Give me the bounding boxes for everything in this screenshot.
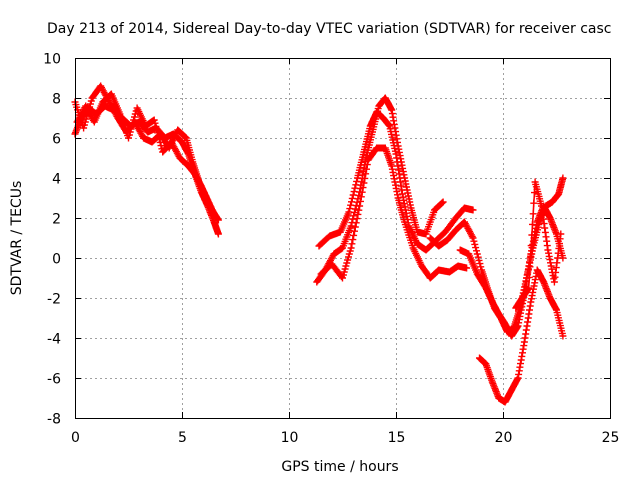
series-track-4: [313, 94, 447, 286]
y-tick-label: -2: [47, 292, 61, 308]
y-tick-label: -8: [47, 412, 61, 428]
y-tick-label: 0: [52, 252, 61, 268]
series-track-8: [456, 202, 567, 340]
y-tick-label: 2: [52, 212, 61, 228]
x-tick-label: 10: [281, 430, 299, 446]
x-tick-labels: 0 5 10 15 20 25: [71, 430, 619, 446]
x-tick-label: 5: [178, 430, 187, 446]
plus-point-markers: [317, 144, 471, 282]
y-tick-label: 8: [52, 92, 61, 108]
y-tick-label: 6: [52, 132, 61, 148]
plus-point-markers: [313, 94, 447, 286]
plus-point-markers: [512, 178, 565, 312]
data-series: [71, 82, 567, 406]
plus-point-markers: [456, 202, 567, 340]
plus-point-markers: [476, 266, 567, 406]
chart-title: Day 213 of 2014, Sidereal Day-to-day VTE…: [47, 21, 611, 37]
y-tick-label: -4: [47, 332, 61, 348]
y-axis-title: SDTVAR / TECUs: [9, 181, 25, 296]
y-tick-label: 4: [52, 172, 61, 188]
series-line: [320, 147, 468, 279]
series-track-2: [71, 82, 222, 224]
series-line: [74, 85, 220, 221]
y-tick-label: -6: [47, 372, 61, 388]
series-track-5: [315, 108, 477, 254]
x-axis-title: GPS time / hours: [281, 459, 398, 475]
y-tick-labels: -8 -6 -4 -2 0 2 4 6 8 10: [43, 52, 61, 428]
x-tick-label: 0: [71, 430, 80, 446]
series-track-6: [317, 144, 471, 282]
plot-frame: [75, 58, 611, 419]
series-track-3: [73, 90, 218, 218]
x-tick-label: 20: [495, 430, 513, 446]
x-tick-label: 25: [602, 430, 620, 446]
grid-lines: [75, 58, 610, 418]
axis-ticks: [75, 58, 611, 419]
plus-point-markers: [73, 90, 218, 218]
series-track-9: [476, 266, 567, 406]
series-track-10: [512, 178, 565, 312]
y-tick-label: 10: [43, 52, 61, 68]
x-tick-label: 15: [388, 430, 406, 446]
plus-point-markers: [71, 82, 222, 224]
